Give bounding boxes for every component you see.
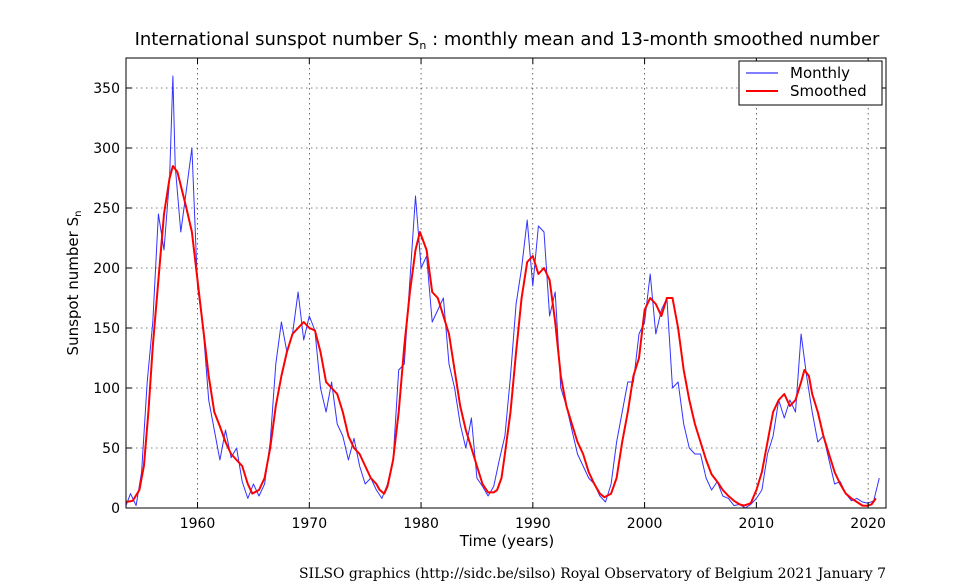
x-tick-label: 1960 [180, 516, 216, 532]
plot-frame [125, 57, 887, 509]
series-line-monthly [125, 75, 880, 509]
y-axis-label-subscript: n [73, 211, 84, 217]
chart-title-suffix: : monthly mean and 13-month smoothed num… [426, 29, 880, 50]
y-axis-label: Sunspot number Sn [64, 211, 84, 356]
x-axis-label: Time (years) [459, 532, 554, 550]
credit-line: SILSO graphics (http://sidc.be/silso) Ro… [299, 566, 886, 582]
series-line-smoothed [125, 165, 877, 507]
y-tick-label: 250 [93, 201, 120, 217]
x-tick-label: 1970 [291, 516, 327, 532]
legend-box [738, 60, 883, 106]
x-tick-label: 2020 [850, 516, 886, 532]
y-tick-label: 350 [93, 81, 120, 97]
y-tick-label: 50 [102, 441, 120, 457]
series-lines [125, 75, 880, 509]
y-tick-label: 200 [93, 261, 120, 277]
chart-title-main: International sunspot number S [135, 29, 420, 50]
legend: Monthly Smoothed [738, 60, 883, 106]
x-tick-label: 1980 [403, 516, 439, 532]
chart-title-subscript: n [419, 39, 426, 52]
axis-ticks: 1960 1970 1980 1990 2000 2010 2020 0 50 100 150 200… [93, 58, 886, 532]
legend-label-smoothed: Smoothed [790, 82, 867, 100]
x-tick-label: 2010 [739, 516, 775, 532]
y-tick-label: 150 [93, 321, 120, 337]
legend-label-monthly: Monthly [790, 64, 850, 82]
y-tick-label: 100 [93, 381, 120, 397]
x-tick-label: 1990 [515, 516, 551, 532]
y-tick-label: 0 [111, 501, 120, 517]
y-tick-label: 300 [93, 141, 120, 157]
grid-lines [126, 58, 886, 508]
chart-title: International sunspot number Sn : monthl… [135, 29, 880, 52]
x-tick-label: 2000 [627, 516, 663, 532]
y-axis-label-main: Sunspot number S [64, 217, 82, 356]
